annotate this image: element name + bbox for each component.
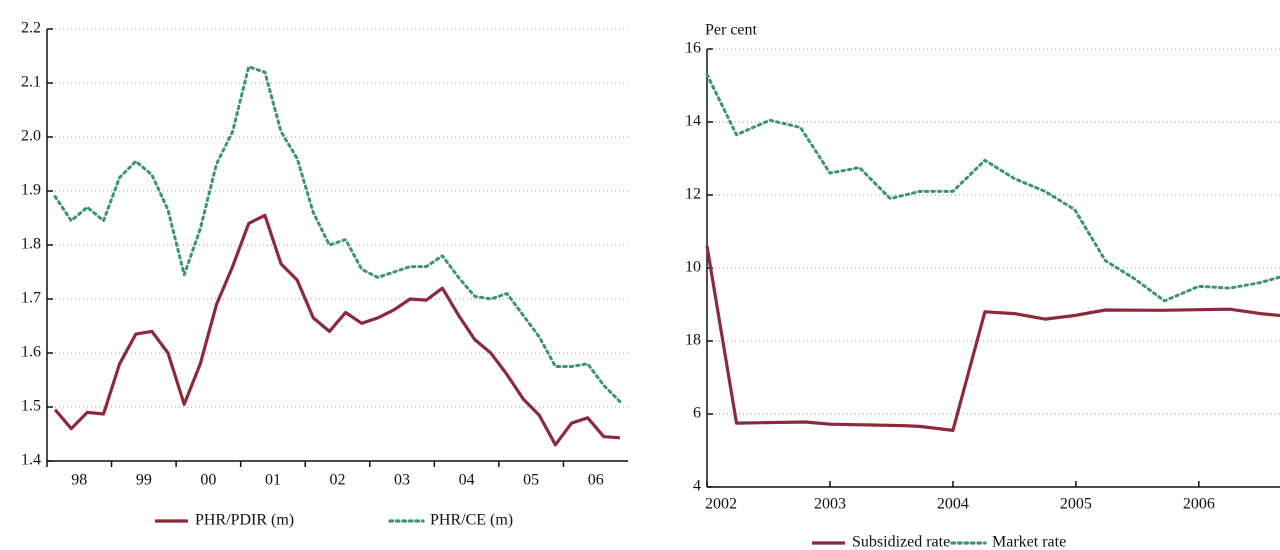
y-tick-label: 2.2 (21, 20, 41, 37)
y-tick-label: 2.1 (21, 74, 41, 91)
y-tick-label: 6 (693, 405, 701, 422)
legend-label: Subsidized rate (852, 534, 950, 550)
legend-label: PHR/PDIR (m) (195, 512, 294, 529)
y-tick-label: 18 (685, 332, 701, 349)
y-tick-label: 4 (693, 478, 701, 495)
x-tick-label: 2005 (1060, 496, 1092, 513)
x-tick-label: 2003 (814, 496, 846, 513)
x-tick-label: 06 (588, 472, 604, 489)
x-tick-label: 03 (394, 472, 410, 489)
series-line (705, 245, 1280, 432)
x-tick-label: 98 (71, 472, 87, 489)
y-tick-label: 16 (685, 40, 701, 57)
y-tick-label: 1.9 (21, 182, 41, 199)
x-tick-label: 02 (330, 472, 346, 489)
x-tick-label: 2006 (1183, 496, 1215, 513)
x-tick-label: 2004 (937, 496, 969, 513)
x-tick-label: 2002 (705, 496, 737, 513)
x-tick-label: 05 (523, 472, 539, 489)
y-tick-label: 14 (685, 113, 701, 130)
series-line (53, 65, 622, 404)
series-line (705, 73, 1280, 303)
y-tick-label: 2.0 (21, 128, 41, 145)
y-tick-label: 12 (685, 186, 701, 203)
y-tick-label: 1.4 (21, 452, 41, 469)
y-tick-label: 1.6 (21, 344, 41, 361)
x-tick-label: 00 (200, 472, 216, 489)
y-tick-label: 10 (685, 259, 701, 276)
x-tick-label: 99 (136, 472, 152, 489)
legend-label: Market rate (992, 534, 1066, 550)
y-tick-label: 1.8 (21, 236, 41, 253)
y-tick-label: 1.7 (21, 290, 41, 307)
legend-label: PHR/CE (m) (430, 512, 513, 529)
y-axis-label: Per cent (705, 22, 758, 39)
y-tick-label: 1.5 (21, 398, 41, 415)
series-line (53, 213, 621, 447)
x-tick-label: 01 (265, 472, 281, 489)
x-tick-label: 04 (459, 472, 475, 489)
